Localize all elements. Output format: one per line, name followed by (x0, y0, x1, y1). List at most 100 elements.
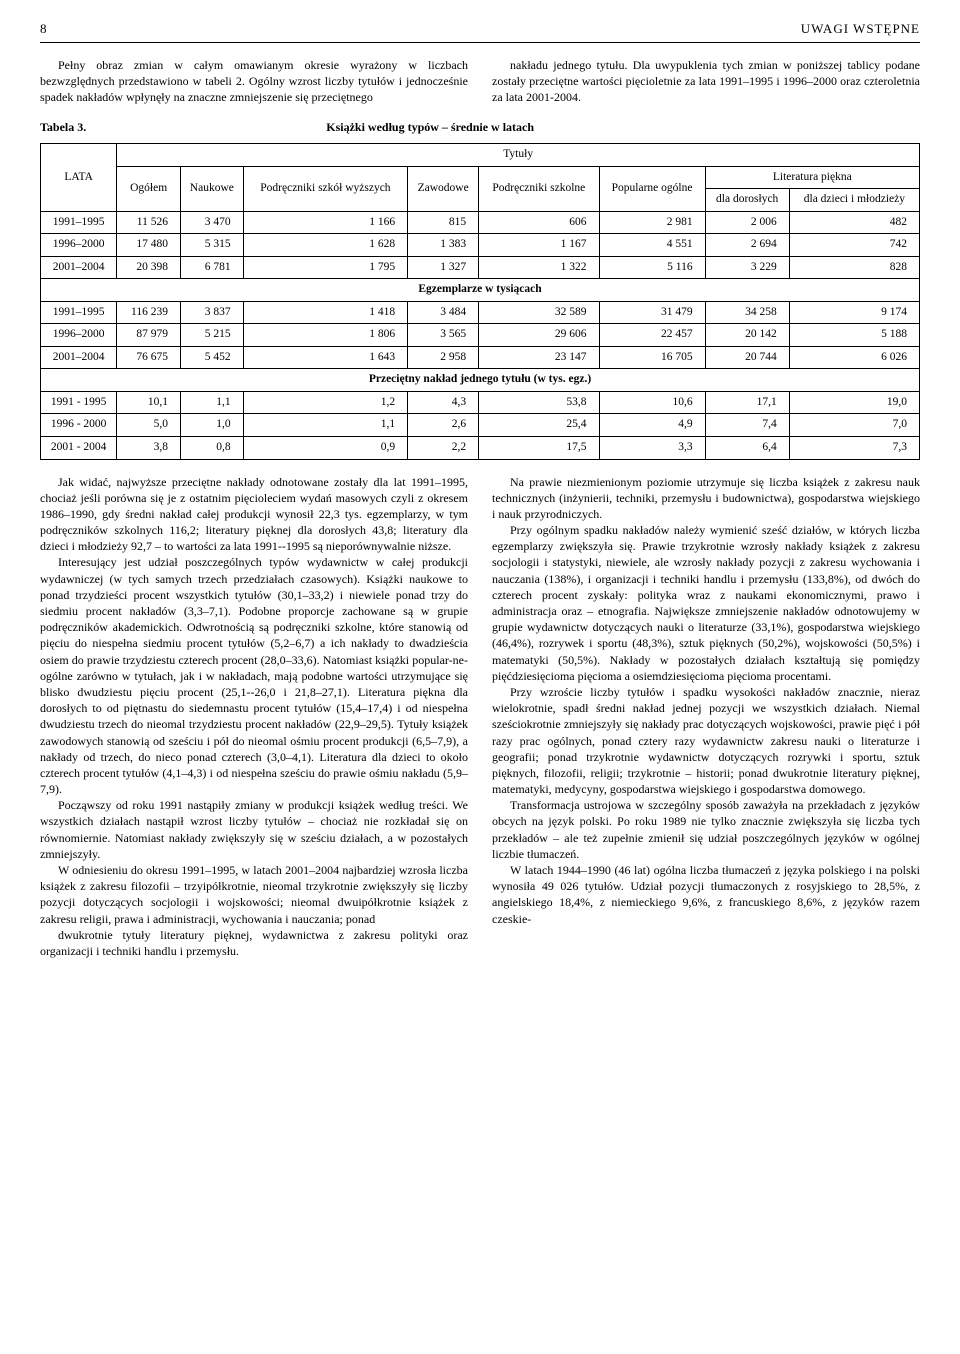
row-value: 2 694 (705, 234, 789, 257)
row-value: 87 979 (117, 324, 181, 347)
row-label: 1991–1995 (41, 301, 117, 324)
body-p3: Począwszy od roku 1991 nastąpiły zmiany … (40, 797, 468, 862)
row-value: 4,9 (599, 414, 705, 437)
row-value: 3 229 (705, 256, 789, 279)
row-value: 2 958 (408, 346, 479, 369)
body-p4: W odniesieniu do okresu 1991–1995, w lat… (40, 862, 468, 927)
row-value: 19,0 (789, 391, 919, 414)
intro-text: Pełny obraz zmian w całym omawianym okre… (40, 57, 920, 106)
row-value: 5 215 (181, 324, 244, 347)
row-value: 17,1 (705, 391, 789, 414)
row-value: 5 452 (181, 346, 244, 369)
row-value: 1,1 (181, 391, 244, 414)
row-value: 1 795 (243, 256, 408, 279)
row-label: 1996–2000 (41, 324, 117, 347)
body-p2: Interesujący jest udział poszczególnych … (40, 554, 468, 797)
row-value: 53,8 (479, 391, 599, 414)
row-value: 16 705 (599, 346, 705, 369)
body-p5: dwukrotnie tytuły literatury pięknej, wy… (40, 927, 468, 959)
row-value: 1 166 (243, 211, 408, 234)
row-value: 25,4 (479, 414, 599, 437)
row-value: 4,3 (408, 391, 479, 414)
row-value: 32 589 (479, 301, 599, 324)
th-naukowe: Naukowe (181, 166, 244, 211)
table-row: 2001–200420 3986 7811 7951 3271 3225 116… (41, 256, 920, 279)
row-value: 17 480 (117, 234, 181, 257)
th-tytuly: Tytuły (117, 144, 920, 167)
row-label: 1996 - 2000 (41, 414, 117, 437)
row-value: 5 315 (181, 234, 244, 257)
row-value: 2,2 (408, 437, 479, 460)
row-value: 9 174 (789, 301, 919, 324)
row-label: 1991–1995 (41, 211, 117, 234)
row-value: 6,4 (705, 437, 789, 460)
row-value: 1,2 (243, 391, 408, 414)
row-value: 20 398 (117, 256, 181, 279)
row-value: 5 116 (599, 256, 705, 279)
intro-p2: nakładu jednego tytułu. Dla uwypuklenia … (492, 57, 920, 106)
body-p9: Transformacja ustrojowa w szczególny spo… (492, 797, 920, 862)
row-value: 6 781 (181, 256, 244, 279)
row-value: 1,0 (181, 414, 244, 437)
row-value: 3 837 (181, 301, 244, 324)
body-p6: Na prawie niezmienionym poziomie utrzymu… (492, 474, 920, 523)
th-doroslych: dla dorosłych (705, 189, 789, 212)
table3: LATA Tytuły Ogółem Naukowe Podręczniki s… (40, 143, 920, 459)
table-row: 1991–199511 5263 4701 1668156062 9812 00… (41, 211, 920, 234)
body-p1: Jak widać, najwyższe przeciętne nakłady … (40, 474, 468, 555)
row-value: 29 606 (479, 324, 599, 347)
th-lit-piekna: Literatura piękna (705, 166, 919, 189)
row-value: 31 479 (599, 301, 705, 324)
row-label: 1996–2000 (41, 234, 117, 257)
row-value: 5,0 (117, 414, 181, 437)
section-row: Egzemplarze w tysiącach (41, 279, 920, 302)
running-head: UWAGI WSTĘPNE (801, 20, 920, 38)
row-value: 22 457 (599, 324, 705, 347)
section-label: Przeciętny nakład jednego tytułu (w tys.… (41, 369, 920, 392)
table-row: 1996–200087 9795 2151 8063 56529 60622 4… (41, 324, 920, 347)
row-value: 2,6 (408, 414, 479, 437)
row-value: 10,6 (599, 391, 705, 414)
row-value: 23 147 (479, 346, 599, 369)
section-label: Egzemplarze w tysiącach (41, 279, 920, 302)
table-row: 1996 - 20005,01,01,12,625,44,97,47,0 (41, 414, 920, 437)
row-value: 742 (789, 234, 919, 257)
row-value: 20 744 (705, 346, 789, 369)
row-label: 1991 - 1995 (41, 391, 117, 414)
table-row: 1996–200017 4805 3151 6281 3831 1674 551… (41, 234, 920, 257)
row-value: 10,1 (117, 391, 181, 414)
row-label: 2001–2004 (41, 346, 117, 369)
row-value: 20 142 (705, 324, 789, 347)
table-row: 2001 - 20043,80,80,92,217,53,36,47,3 (41, 437, 920, 460)
row-value: 7,3 (789, 437, 919, 460)
row-label: 2001–2004 (41, 256, 117, 279)
row-value: 1 418 (243, 301, 408, 324)
th-podr-wyz: Podręczniki szkół wyższych (243, 166, 408, 211)
row-value: 1,1 (243, 414, 408, 437)
row-value: 17,5 (479, 437, 599, 460)
row-value: 76 675 (117, 346, 181, 369)
row-value: 0,9 (243, 437, 408, 460)
row-value: 7,0 (789, 414, 919, 437)
intro-p1: Pełny obraz zmian w całym omawianym okre… (40, 57, 468, 106)
body-p10: W latach 1944–1990 (46 lat) ogólna liczb… (492, 862, 920, 927)
th-podr-szk: Podręczniki szkolne (479, 166, 599, 211)
row-value: 1 806 (243, 324, 408, 347)
body-p7: Przy ogólnym spadku nakładów należy wymi… (492, 522, 920, 684)
body-text: Jak widać, najwyższe przeciętne nakłady … (40, 474, 920, 960)
table3-label-row: Tabela 3. Książki według typów – średnie… (40, 119, 920, 135)
row-value: 606 (479, 211, 599, 234)
table3-label: Tabela 3. (40, 119, 86, 135)
row-value: 1 628 (243, 234, 408, 257)
row-value: 1 167 (479, 234, 599, 257)
row-value: 4 551 (599, 234, 705, 257)
table3-title: Książki według typów – średnie w latach (326, 119, 534, 135)
row-value: 1 322 (479, 256, 599, 279)
row-value: 2 006 (705, 211, 789, 234)
row-label: 2001 - 2004 (41, 437, 117, 460)
th-lata: LATA (41, 144, 117, 212)
row-value: 1 643 (243, 346, 408, 369)
row-value: 6 026 (789, 346, 919, 369)
th-popularne: Popularne ogólne (599, 166, 705, 211)
row-value: 482 (789, 211, 919, 234)
